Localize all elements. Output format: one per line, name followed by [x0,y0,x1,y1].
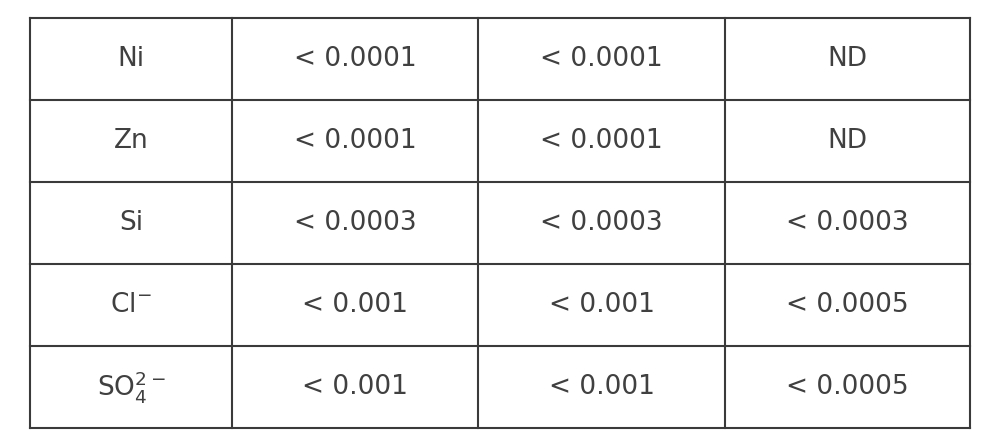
Text: < 0.0003: < 0.0003 [786,210,909,236]
Text: SO$_4^{2-}$: SO$_4^{2-}$ [97,369,165,405]
Text: Zn: Zn [114,128,148,154]
Text: < 0.0001: < 0.0001 [540,46,663,72]
Text: < 0.0005: < 0.0005 [786,292,909,318]
Text: Cl$^{-}$: Cl$^{-}$ [110,292,152,318]
Text: < 0.001: < 0.001 [302,292,408,318]
Text: < 0.001: < 0.001 [549,292,654,318]
Text: < 0.001: < 0.001 [549,374,654,400]
Text: < 0.001: < 0.001 [302,374,408,400]
Text: Si: Si [119,210,143,236]
Text: < 0.0001: < 0.0001 [294,46,417,72]
Text: < 0.0003: < 0.0003 [294,210,417,236]
Text: Ni: Ni [117,46,145,72]
Text: < 0.0001: < 0.0001 [540,128,663,154]
Text: < 0.0005: < 0.0005 [786,374,909,400]
Text: ND: ND [827,128,867,154]
Text: < 0.0003: < 0.0003 [540,210,663,236]
Text: < 0.0001: < 0.0001 [294,128,417,154]
Text: ND: ND [827,46,867,72]
